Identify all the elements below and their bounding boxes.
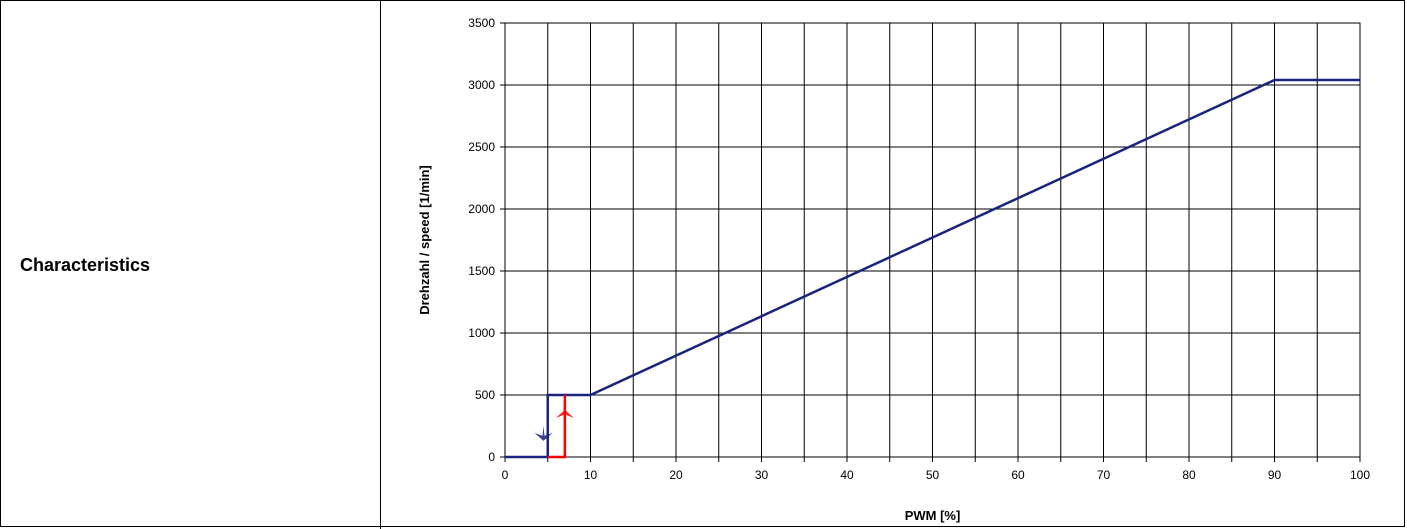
x-tick-label: 100 bbox=[1350, 468, 1370, 482]
speed-chart: 0 500 1000 1500 2000 2500 3000 3500 0 10 20 30 40 50 6… bbox=[417, 16, 1370, 523]
down-arrow-icon bbox=[534, 425, 553, 441]
x-tick-label: 90 bbox=[1268, 468, 1282, 482]
x-tick-label: 0 bbox=[502, 468, 509, 482]
y-tick-label: 3000 bbox=[468, 78, 495, 92]
x-tick-label: 10 bbox=[584, 468, 598, 482]
up-arrow-icon-shape bbox=[555, 409, 574, 425]
x-axis-title: PWM [%] bbox=[905, 508, 961, 523]
down-arrow-icon-shape bbox=[534, 425, 553, 441]
x-tick-label: 20 bbox=[669, 468, 683, 482]
y-tick-label: 3500 bbox=[468, 16, 495, 30]
column-divider bbox=[380, 0, 381, 529]
y-tick-label: 2000 bbox=[468, 202, 495, 216]
chart-cell: 0 500 1000 1500 2000 2500 3000 3500 0 10 20 30 40 50 6… bbox=[381, 0, 1405, 529]
x-tick-label: 40 bbox=[840, 468, 854, 482]
x-tick-label: 70 bbox=[1097, 468, 1111, 482]
speed-curve-line bbox=[505, 78, 1360, 459]
up-arrow-icon bbox=[555, 409, 574, 425]
row-label: Characteristics bbox=[20, 255, 151, 275]
x-tick-label: 60 bbox=[1011, 468, 1025, 482]
y-tick-label: 2500 bbox=[468, 140, 495, 154]
y-tick-label: 500 bbox=[475, 388, 495, 402]
y-tick-label: 1000 bbox=[468, 326, 495, 340]
y-tick-label: 0 bbox=[488, 450, 495, 464]
x-tick-label: 30 bbox=[755, 468, 769, 482]
y-tick-label: 1500 bbox=[468, 264, 495, 278]
y-axis-title: Drehzahl / speed [1/min] bbox=[417, 165, 432, 315]
x-tick-label: 50 bbox=[926, 468, 940, 482]
x-tick-label: 80 bbox=[1182, 468, 1196, 482]
